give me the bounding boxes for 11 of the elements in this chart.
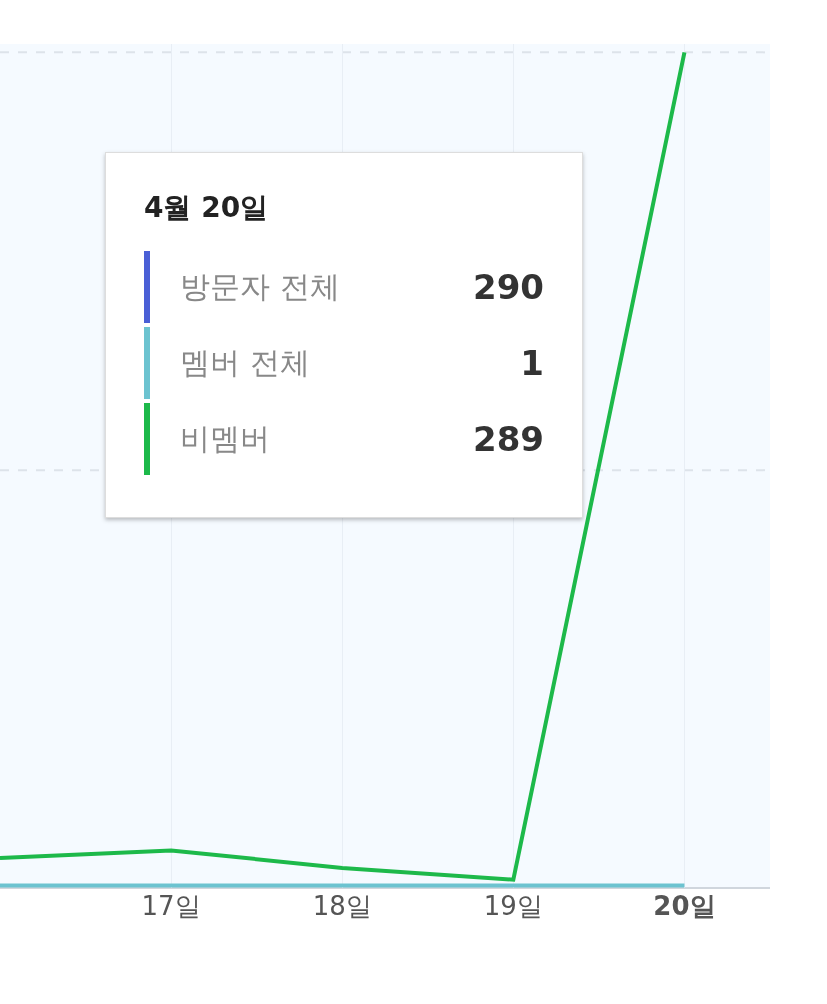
legend-label: 비멤버 xyxy=(180,419,271,458)
legend-label: 멤버 전체 xyxy=(180,343,311,382)
legend-label: 방문자 전체 xyxy=(180,267,341,306)
annotation: 4월 20일 xyxy=(144,190,270,226)
annotation: 289 xyxy=(473,419,544,459)
annotation: 1 xyxy=(520,343,544,383)
x-tick-label: 18일 xyxy=(312,891,372,921)
x-tick-label: 20일 xyxy=(653,891,716,921)
x-tick-label: 17일 xyxy=(141,891,201,921)
annotation: 290 xyxy=(473,267,544,307)
x-tick-label: 19일 xyxy=(483,891,543,921)
